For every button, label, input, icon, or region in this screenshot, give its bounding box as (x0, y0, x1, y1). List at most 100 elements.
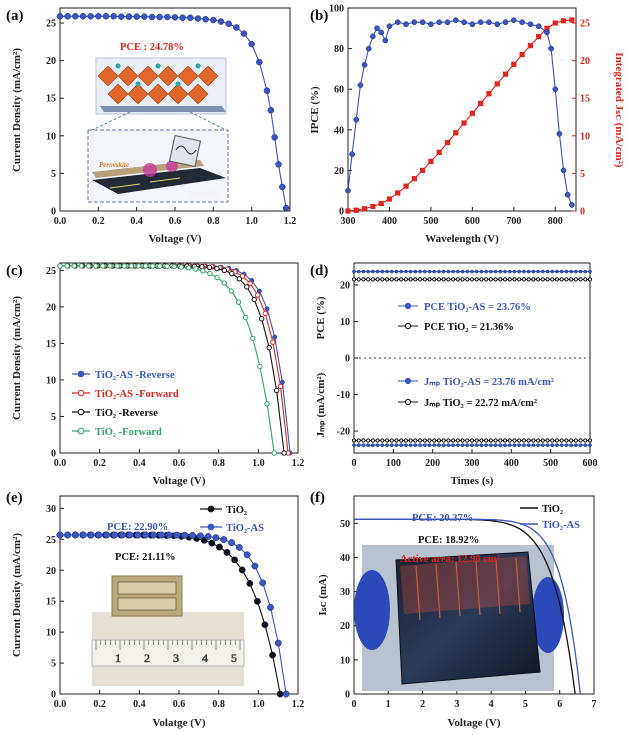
d-series-1-point (351, 277, 357, 282)
d-series-3-point (403, 438, 409, 443)
panel-b-ylabel: IPCE (%) (309, 86, 321, 134)
x-tick-label: 1.0 (252, 699, 265, 710)
b-ipce-point (386, 23, 393, 30)
d-series-0-point (503, 269, 507, 274)
d-series-2-point (446, 443, 451, 448)
legend-label: Jₘₚ TiO₂-AS = 23.76 mA/cm² (424, 377, 554, 388)
d-series-2-point (371, 443, 375, 448)
d-series-1-point (432, 277, 437, 282)
c-series-3-point (271, 450, 277, 456)
x-tick-label: 400 (382, 216, 397, 227)
d-series-3-point (578, 438, 583, 443)
b-jsc-point (345, 208, 351, 214)
d-series-1-point (460, 277, 465, 282)
d-series-0-point (418, 269, 422, 274)
e-series-0-point (261, 621, 269, 629)
c-series-3-point (107, 263, 113, 269)
panel-f-xlabel: Voltage (V) (447, 717, 500, 729)
d-series-1-point (422, 277, 427, 282)
d-series-2-point (437, 443, 441, 448)
d-series-0-point (352, 269, 356, 274)
d-series-0-point (404, 269, 408, 274)
panel-b-y2label: Integrated Jₛᴄ (mA/cm²) (613, 52, 625, 168)
c-series-3-point (214, 274, 220, 281)
a-jv-point (263, 87, 271, 94)
d-series-1-point (521, 277, 527, 282)
c-series-1-line (60, 265, 289, 454)
a-jv-point (164, 13, 171, 21)
d-series-1-point (375, 277, 380, 282)
y-tick-label: 15 (46, 597, 56, 608)
panel-f-ylabel: Iₛᴄ (mA) (317, 574, 329, 616)
d-series-3-point (554, 438, 560, 443)
b-jsc-point (395, 190, 401, 196)
y-tick-label: 40 (340, 553, 350, 564)
d-series-1-point (451, 277, 456, 282)
panel-d: (d) 0 100 200 300 400 500 600 -20 -10 0 10 20 Time… (310, 262, 598, 487)
panel-f-label: (f) (310, 490, 325, 506)
d-series-1-point (394, 277, 399, 282)
panel-f-module-photo (354, 545, 564, 691)
x-tick-label: 600 (465, 216, 480, 227)
panel-c-frame (59, 262, 299, 454)
panel-e-legend: TiO₂ TiO₂-AS (200, 505, 264, 534)
d-series-1-point (436, 277, 442, 282)
e-series-0-point (253, 597, 261, 605)
a-jv-point (171, 14, 179, 21)
x-tick-label: 0.0 (54, 699, 67, 710)
c-series-3-point (207, 270, 213, 277)
ruler-label: 1 (115, 651, 121, 665)
d-series-2-point (555, 443, 559, 448)
d-series-0-point (493, 269, 498, 274)
d-series-0-point (489, 269, 493, 274)
d-series-1-point (417, 277, 423, 282)
d-series-1-point (366, 277, 371, 282)
e-series-1-point (87, 531, 95, 539)
y-tick-label: 15 (46, 94, 56, 105)
panel-b-label: (b) (310, 8, 328, 24)
a-jv-point (267, 107, 275, 114)
x-tick-label: 3 (454, 699, 459, 710)
legend-label: TiO₂-AS -Forward (95, 389, 179, 400)
b-jsc-line (347, 19, 572, 212)
legend-marker (207, 505, 215, 513)
c-series-3-point (200, 268, 206, 274)
panel-c-legend: TiO₂-AS -Reverse TiO₂-AS -Forward TiO₂ -Re… (72, 370, 179, 438)
legend-label: TiO₂ -Reverse (95, 408, 158, 419)
d-series-0-point (559, 269, 564, 274)
e-series-1-point (243, 551, 251, 559)
panel-f: (f) 0 1 2 3 4 5 6 7 0 10 20 30 40 50 Voltage (V) Iₛᴄ… (310, 490, 597, 729)
e-series-1-point (126, 531, 134, 539)
d-series-2-point (361, 443, 366, 448)
d-series-1-point (526, 277, 531, 282)
e-series-1-point (204, 533, 212, 540)
c-series-3-point (178, 264, 185, 270)
d-series-1-point (441, 277, 446, 282)
d-series-3-point (535, 438, 541, 443)
panel-b-frame (347, 7, 577, 212)
c-series-3-point (85, 263, 92, 269)
c-series-3-point (64, 263, 70, 269)
d-series-0-point (479, 269, 484, 274)
a-jv-point (279, 183, 286, 191)
d-series-0-point (564, 269, 569, 274)
d-series-2-point (389, 443, 394, 448)
a-jv-point (156, 13, 163, 21)
c-series-3-point (57, 263, 63, 269)
a-jv-point (248, 40, 255, 48)
a-jv-point (56, 13, 64, 20)
legend-marker (77, 408, 85, 416)
x-tick-label: 7 (592, 699, 597, 710)
d-series-0-point (437, 269, 441, 274)
x-tick-label: 500 (543, 458, 558, 469)
b-jsc-point (420, 167, 426, 173)
d-series-3-point (436, 438, 442, 443)
y-tick-label: 25 (46, 535, 56, 546)
panel-b-x-ticks: 300 400 500 600 700 800 (341, 207, 563, 227)
d-series-1-point (427, 277, 432, 282)
d-series-3-point (488, 438, 493, 443)
d-series-1-point (399, 277, 404, 282)
a-jv-point (125, 13, 133, 20)
x-tick-label: 0.0 (54, 216, 67, 227)
d-series-0-point (451, 269, 455, 274)
